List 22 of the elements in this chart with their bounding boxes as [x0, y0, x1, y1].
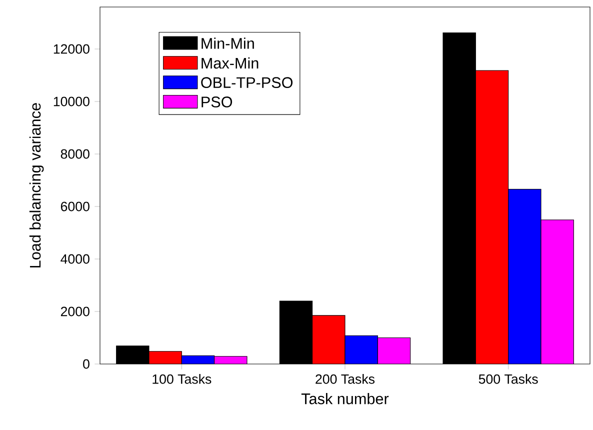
y-tick-label: 10000: [54, 96, 90, 106]
y-tick-label: 0: [83, 359, 90, 369]
y-tick-label: 6000: [60, 202, 90, 212]
bar: [377, 337, 411, 364]
bar: [214, 356, 248, 364]
x-tick-label: 200 Tasks: [316, 374, 375, 384]
y-tick-label: 4000: [60, 254, 90, 264]
y-axis-title: Load balancing variance: [29, 103, 44, 268]
x-tick-label: 500 Tasks: [478, 374, 538, 384]
y-tick-label: 8000: [60, 149, 90, 159]
legend-label: Max-Min: [202, 57, 258, 69]
bar: [312, 315, 346, 364]
legend-label: Min-Min: [202, 38, 254, 49]
x-axis-title: Task number: [301, 392, 389, 404]
bar: [148, 351, 182, 364]
x-tick-label: 100 Tasks: [152, 374, 212, 384]
legend-label: OBL-TP-PSO: [201, 77, 293, 88]
bar: [475, 70, 509, 364]
legend-label: PSO: [202, 96, 232, 108]
y-tick-label: 12000: [54, 44, 90, 54]
bar: [540, 220, 574, 364]
y-tick-label: 2000: [60, 306, 90, 316]
